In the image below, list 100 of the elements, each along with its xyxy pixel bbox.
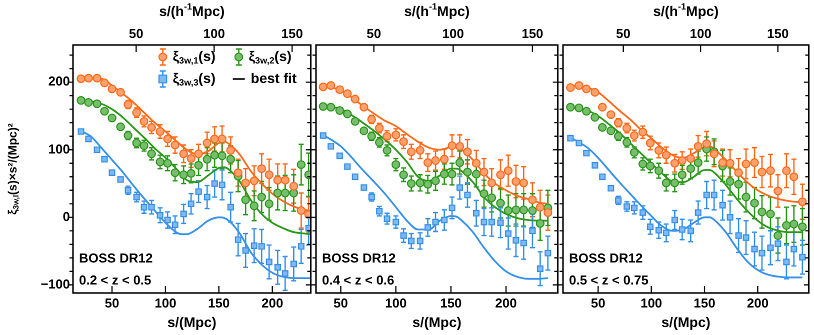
point (590, 88, 600, 97)
point (290, 260, 297, 268)
point (544, 250, 552, 256)
point (250, 176, 259, 186)
point (360, 184, 368, 191)
x-tick-label: 100 (640, 295, 662, 310)
point (566, 102, 575, 112)
point (399, 137, 408, 146)
x2-tick-label: 150 (522, 26, 544, 41)
point (448, 170, 456, 178)
point (179, 149, 188, 158)
point (638, 160, 648, 168)
x2-tick-label: 50 (616, 26, 631, 41)
point (172, 221, 178, 228)
point (280, 176, 290, 185)
point (480, 189, 488, 198)
point (85, 136, 92, 142)
point (582, 84, 591, 94)
point (336, 152, 343, 160)
point (282, 270, 288, 277)
point (774, 231, 782, 240)
point (654, 166, 664, 176)
point (352, 173, 358, 180)
point (472, 158, 481, 168)
point (440, 154, 449, 164)
point (298, 243, 304, 250)
point (504, 206, 513, 215)
point (758, 168, 766, 176)
point (116, 122, 125, 132)
point (163, 134, 172, 144)
point (218, 182, 226, 188)
point (694, 158, 703, 167)
x-axis-title: s/(Mpc) (661, 314, 710, 330)
point (258, 243, 265, 250)
point (590, 112, 600, 122)
point (108, 84, 116, 94)
annotation: BOSS DR12 (569, 250, 643, 266)
point (790, 172, 798, 182)
x-tick-label: 50 (334, 295, 348, 310)
point (536, 265, 544, 272)
point (84, 98, 93, 107)
annotation: 0.5 < z < 0.75 (569, 272, 649, 288)
point (536, 202, 545, 212)
point (598, 123, 607, 132)
point (242, 247, 249, 254)
point (726, 158, 734, 168)
point (234, 236, 242, 243)
point (424, 224, 432, 231)
point (528, 206, 537, 215)
point (719, 202, 726, 208)
point (766, 166, 775, 176)
point (646, 162, 655, 170)
point (519, 178, 528, 188)
point (416, 238, 424, 244)
point (456, 184, 464, 191)
point (318, 102, 328, 111)
point (289, 182, 298, 191)
point (496, 170, 505, 180)
point (218, 134, 226, 144)
point (512, 205, 520, 214)
point (399, 170, 408, 180)
point (163, 158, 172, 168)
point (718, 158, 728, 167)
y-tick-label: 100 (48, 141, 70, 156)
point (100, 106, 109, 116)
point (671, 216, 678, 224)
point (391, 130, 400, 140)
point (273, 176, 282, 185)
point (350, 94, 360, 104)
point (342, 110, 352, 118)
point (274, 264, 281, 271)
x-tick-label: 150 (208, 295, 230, 310)
point (360, 102, 368, 112)
point (638, 128, 648, 137)
point (140, 204, 148, 210)
point (204, 194, 210, 200)
point (94, 146, 100, 154)
point (406, 147, 416, 156)
x2-tick-label: 50 (128, 26, 144, 41)
annotation: BOSS DR12 (322, 250, 396, 266)
point (686, 154, 696, 163)
point (264, 199, 274, 208)
point (408, 238, 415, 244)
point (646, 223, 654, 230)
point (326, 102, 336, 112)
point (147, 123, 156, 132)
point (606, 126, 616, 136)
point (598, 102, 607, 112)
point (416, 146, 424, 155)
point (84, 74, 93, 83)
point (156, 127, 165, 136)
point (147, 149, 156, 158)
point (735, 232, 742, 239)
point (678, 226, 686, 233)
x-tick-label: 200 (746, 295, 769, 310)
point (726, 214, 734, 221)
point (799, 254, 806, 260)
point (170, 168, 180, 178)
point (678, 170, 687, 180)
point (734, 168, 743, 178)
